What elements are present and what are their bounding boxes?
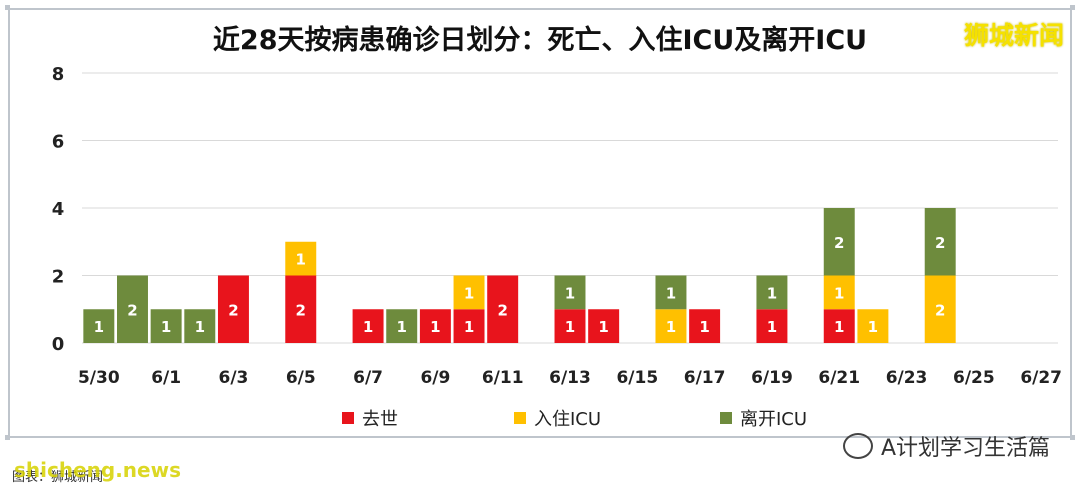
- bar-segment: [689, 309, 721, 343]
- bar-segment: [217, 275, 249, 343]
- data-label: 2: [935, 301, 945, 319]
- x-tick-label: 6/17: [684, 368, 726, 388]
- wechat-label: A计划学习生活篇: [880, 436, 1050, 461]
- x-tick-label: 6/13: [549, 368, 591, 388]
- bar-segment: [756, 275, 788, 310]
- bar-segment: [150, 309, 182, 343]
- bar-segment: [823, 275, 855, 310]
- bar-segment: [352, 309, 384, 343]
- legend-label-death: 去世: [362, 409, 398, 430]
- data-label: 2: [834, 234, 844, 252]
- x-tick-label: 6/25: [953, 368, 995, 388]
- data-label: 1: [699, 318, 709, 336]
- bar-segment: [453, 275, 485, 310]
- x-tick-label: 6/9: [420, 368, 450, 388]
- x-tick-label: 6/3: [219, 368, 249, 388]
- y-tick-label: 8: [52, 64, 65, 85]
- legend-swatch-icu-out: [720, 412, 732, 424]
- y-tick-label: 2: [52, 267, 65, 288]
- data-label: 2: [296, 301, 306, 319]
- data-label: 1: [363, 318, 373, 336]
- bar-segment: [655, 275, 687, 310]
- y-tick-label: 4: [52, 199, 65, 220]
- data-label: 1: [464, 318, 474, 336]
- x-tick-label: 6/1: [151, 368, 181, 388]
- legend-label-icu-in: 入住ICU: [534, 409, 602, 430]
- chart-frame: [8, 8, 1072, 438]
- x-tick-label: 6/19: [751, 368, 793, 388]
- x-tick-label: 6/27: [1020, 368, 1062, 388]
- bar-segment: [285, 241, 317, 276]
- wechat-account: A计划学习生活篇: [842, 430, 1050, 462]
- bar-segment: [756, 309, 788, 343]
- data-label: 2: [228, 301, 238, 319]
- x-tick-label: 6/15: [616, 368, 658, 388]
- data-label: 1: [767, 284, 777, 302]
- data-label: 1: [666, 318, 676, 336]
- bar-segment: [487, 275, 519, 343]
- x-tick-label: 6/11: [482, 368, 524, 388]
- data-label: 1: [430, 318, 440, 336]
- y-tick-label: 6: [52, 132, 65, 153]
- x-tick-label: 5/30: [78, 368, 120, 388]
- bar-segment: [924, 208, 956, 276]
- bar-segment: [386, 309, 418, 343]
- x-tick-label: 6/21: [818, 368, 860, 388]
- legend-label-icu-out: 离开ICU: [740, 409, 808, 430]
- bar-segment: [285, 275, 317, 343]
- brand-logo: 狮城新闻: [963, 21, 1064, 50]
- bar-segment: [117, 275, 148, 343]
- wechat-icon: [842, 433, 873, 459]
- bar-segment: [655, 309, 687, 343]
- data-label: 2: [497, 301, 507, 319]
- x-tick-label: 6/7: [353, 368, 383, 388]
- data-label: 1: [834, 284, 844, 302]
- data-label: 1: [598, 318, 608, 336]
- data-label: 1: [565, 318, 575, 336]
- frame-corner: [1070, 5, 1075, 10]
- legend-swatch-icu-in: [514, 412, 526, 424]
- x-tick-label: 6/23: [886, 368, 928, 388]
- bar-segment: [419, 309, 451, 343]
- bar-segment: [554, 275, 586, 310]
- frame-corner: [5, 435, 10, 440]
- bar-segment: [554, 309, 586, 343]
- bar-segment: [823, 309, 855, 343]
- data-label: 1: [296, 251, 306, 269]
- bar-segment: [823, 208, 855, 276]
- bar-segment: [924, 275, 956, 343]
- watermark: shicheng.news: [14, 458, 181, 482]
- frame-corner: [1070, 435, 1075, 440]
- bar-chart: 0 2 4 6 8 5/30 6/1 6/3 6/5 6/7 6/9 6/11 6/13 6/15 6/17…: [52, 64, 1062, 388]
- data-label: 2: [127, 301, 137, 319]
- data-label: 1: [161, 318, 171, 336]
- data-label: 1: [767, 318, 777, 336]
- legend-item-death: 去世: [342, 405, 398, 431]
- bar-segment: [83, 309, 115, 343]
- bar-segment: [184, 309, 216, 343]
- data-label: 1: [868, 318, 878, 336]
- data-label: 1: [464, 284, 474, 302]
- data-label: 1: [666, 284, 676, 302]
- chart-legend: 去世 入住ICU 离开ICU: [0, 405, 1080, 431]
- data-label: 1: [94, 318, 104, 336]
- data-label: 2: [935, 234, 945, 252]
- x-tick-label: 6/5: [286, 368, 316, 388]
- data-label: 1: [834, 318, 844, 336]
- legend-swatch-death: [342, 412, 354, 424]
- frame-corner: [5, 5, 10, 10]
- data-label: 1: [565, 284, 575, 302]
- source-credit: 图表：狮城新闻: [12, 470, 104, 485]
- legend-item-icu-out: 离开ICU: [720, 405, 807, 431]
- data-label: 1: [195, 318, 205, 336]
- bar-segment: [588, 309, 620, 343]
- legend-item-icu-in: 入住ICU: [514, 405, 601, 431]
- bar-segment: [857, 309, 889, 343]
- bar-segment: [453, 309, 485, 343]
- y-tick-label: 0: [52, 334, 65, 355]
- chart-title: 近28天按病患确诊日划分：死亡、入住ICU及离开ICU: [212, 25, 868, 56]
- data-label: 1: [397, 318, 407, 336]
